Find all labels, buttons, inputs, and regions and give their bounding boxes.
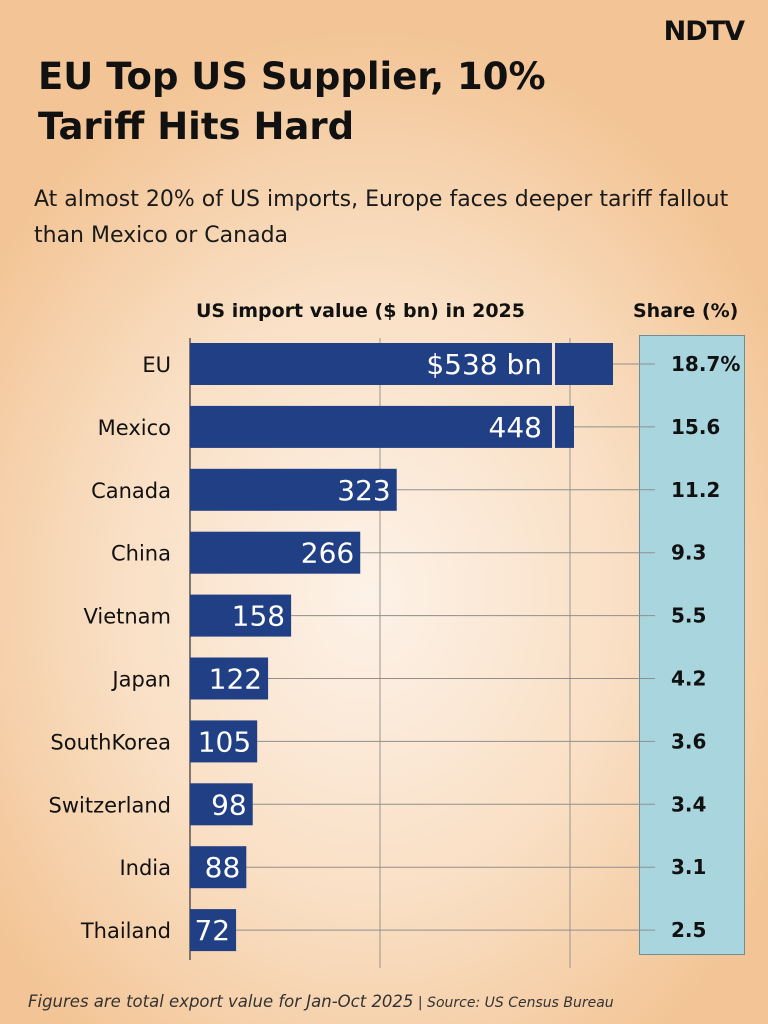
share-panel — [639, 335, 745, 955]
category-label-india: India — [119, 856, 171, 880]
bar-break-mexico — [552, 403, 555, 450]
category-label-vietnam: Vietnam — [83, 605, 171, 629]
category-label-switzerland: Switzerland — [49, 793, 172, 817]
share-label-china: 9.3 — [671, 541, 706, 565]
bar-vietnam — [190, 594, 292, 637]
share-label-southkorea: 3.6 — [671, 729, 706, 753]
value-label-eu: $538 bn — [426, 348, 542, 381]
value-label-mexico: 448 — [489, 411, 542, 444]
value-label-canada: 323 — [337, 474, 390, 507]
bar-mexico — [190, 405, 574, 448]
category-label-canada: Canada — [91, 479, 171, 503]
share-column-header: Share (%) — [633, 300, 739, 322]
share-label-switzerland: 3.4 — [671, 792, 706, 816]
category-label-southkorea: SouthKorea — [50, 730, 171, 754]
chart-subtitle: At almost 20% of US imports, Europe face… — [34, 187, 729, 248]
value-label-japan: 122 — [209, 663, 262, 696]
bar-canada — [190, 468, 397, 511]
share-label-india: 3.1 — [671, 855, 706, 879]
value-label-vietnam: 158 — [232, 600, 285, 633]
share-label-vietnam: 5.5 — [671, 604, 706, 628]
category-label-mexico: Mexico — [98, 416, 171, 440]
share-label-thailand: 2.5 — [671, 918, 706, 942]
share-label-japan: 4.2 — [671, 667, 706, 691]
footer-note-text: Figures are total export value for Jan-O… — [28, 992, 414, 1011]
category-label-japan: Japan — [110, 668, 171, 692]
bar-switzerland — [190, 783, 253, 826]
bar-southkorea — [190, 720, 258, 763]
value-label-thailand: 72 — [194, 914, 230, 947]
value-label-switzerland: 98 — [211, 788, 247, 821]
bar-break-eu — [552, 341, 555, 387]
footer-source: | Source: US Census Bureau — [413, 995, 614, 1011]
plot-axis-title: US import value ($ bn) in 2025 — [196, 300, 525, 322]
chart-title: EU Top US Supplier, 10% Tariff Hits Hard — [38, 55, 546, 148]
share-label-canada: 11.2 — [671, 478, 720, 502]
bar-eu — [190, 343, 613, 385]
category-label-eu: EU — [142, 353, 171, 377]
bar-china — [190, 531, 361, 574]
category-label-china: China — [111, 542, 171, 566]
value-label-china: 266 — [301, 537, 354, 570]
share-label-mexico: 15.6 — [671, 415, 720, 439]
bar-thailand — [190, 909, 237, 952]
bar-india — [190, 846, 247, 889]
footer-note: Figures are total export value for Jan-O… — [28, 992, 748, 1011]
bar-japan — [190, 657, 269, 700]
ndtv-logo: NDTV — [663, 16, 745, 47]
share-label-eu: 18.7% — [671, 352, 740, 376]
value-label-india: 88 — [205, 851, 241, 884]
category-label-thailand: Thailand — [80, 919, 171, 943]
value-label-southkorea: 105 — [198, 725, 251, 758]
